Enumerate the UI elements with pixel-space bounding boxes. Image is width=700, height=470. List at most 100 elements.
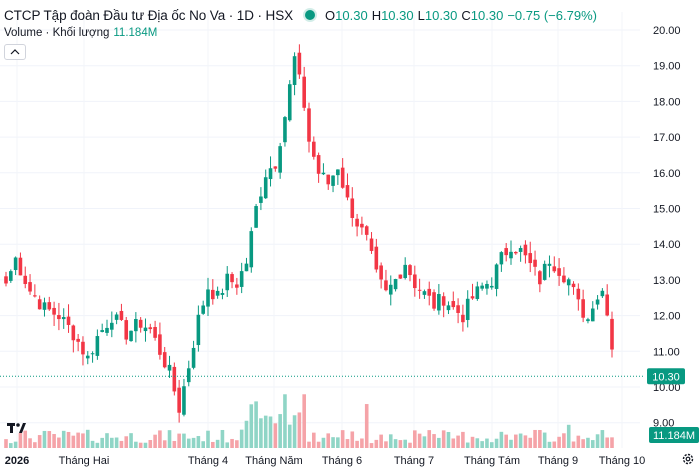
volume-bar [81,433,85,448]
candle-body [600,290,605,297]
candle-body [326,174,331,185]
change-value: −0.75 (−6.79%) [507,7,597,23]
volume-bar [76,432,80,448]
volume-bar [432,434,436,448]
volume-bar [37,435,42,448]
candle-body [494,264,499,289]
volume-bar [384,441,388,448]
candle-body [566,279,571,286]
candle-body [100,330,104,332]
candle-body [364,226,369,235]
candle-body [119,310,124,320]
volume-bar [61,430,66,448]
volume-bar [504,434,508,448]
volume-bar [326,433,331,448]
candle-body [571,283,576,288]
candle-body [379,265,383,280]
price-axis[interactable]: 9.00 10.00 11.00 12.00 13.00 14.00 15.00 16.00 1… [653,25,681,430]
volume-bar [114,437,119,448]
volume-bar [552,441,557,448]
volume-bar [600,430,605,448]
volume-bar [4,439,8,448]
volume-bar [167,430,172,448]
collapse-legend-button[interactable] [4,44,26,60]
volume-bar [225,442,230,448]
volume-bar [331,437,335,448]
candle-body [235,284,239,288]
volume-bar [148,440,153,448]
volume-bar [235,440,239,448]
open-label: O [325,7,336,23]
candle-body [42,302,47,310]
volume-bar [422,436,427,448]
volume-bar [528,437,533,448]
y-tick-label: 10.00 [653,382,681,394]
volume-bar [71,435,76,448]
candle-body [331,175,335,186]
candle-body [581,299,585,318]
candle-body [129,330,133,342]
volume-label[interactable]: Volume · Khối lượng [4,27,110,39]
volume-bar [499,431,504,448]
volume-bar [485,438,489,448]
symbol-title[interactable]: CTCP Tập đoàn Đầu tư Địa ốc No Va · 1D ·… [4,7,294,23]
y-tick-label: 11.00 [653,346,680,358]
x-tick-label: Tháng 10 [599,455,645,467]
volume-bar [162,440,167,448]
time-axis[interactable]: 2026 Tháng Hai Tháng 4 Tháng Năm Tháng 6 Thán… [5,455,645,467]
volume-bar [273,423,278,448]
volume-bar [220,429,225,448]
volume-bar [562,433,566,448]
candle-body [105,327,109,333]
candle-body [413,274,417,289]
volume-bar [590,440,595,448]
volume-bar [340,430,345,448]
volume-bar [206,430,210,448]
candle-body [514,251,518,254]
candle-body [162,352,167,368]
volume-bars [4,394,614,448]
volume-bar [533,429,537,448]
volume-bar [350,431,355,448]
candle-body [57,315,61,320]
volume-bar [297,412,302,448]
volume-bar [143,442,148,448]
candle-body [403,264,407,279]
volume-bar [85,429,90,448]
volume-bar [211,441,215,448]
y-tick-label: 18.00 [653,96,681,108]
tradingview-logo-icon[interactable] [6,418,28,440]
candle-body [355,218,359,227]
candle-body [590,308,595,322]
volume-bar [158,430,162,448]
candle-body [18,257,23,276]
volume-bar [28,438,32,448]
volume-bar [437,437,441,448]
candle-body [153,326,157,338]
x-tick-label: Tháng 4 [188,455,228,467]
candle-body [191,347,196,368]
y-tick-label: 17.00 [653,132,681,144]
gear-icon[interactable] [681,452,695,466]
symbol-legend: CTCP Tập đoàn Đầu tư Địa ốc No Va · 1D ·… [4,6,597,24]
volume-bar [494,438,499,448]
volume-bar [268,416,273,448]
candle-body [485,283,489,289]
candle-body [360,223,364,228]
candle-body [259,196,263,203]
candle-body [538,271,542,285]
volume-bar [186,438,191,448]
volume-bar [360,438,364,448]
x-tick-label: Tháng 7 [394,455,434,467]
volume-bar [33,442,37,448]
volume-bar [379,434,383,448]
candle-body [480,285,484,289]
candle-body [427,288,432,296]
candle-body [287,84,292,121]
candle-body [432,292,436,309]
candle-body [278,146,282,173]
candle-body [167,364,172,371]
candle-body [225,273,230,291]
candle-body [186,368,191,383]
